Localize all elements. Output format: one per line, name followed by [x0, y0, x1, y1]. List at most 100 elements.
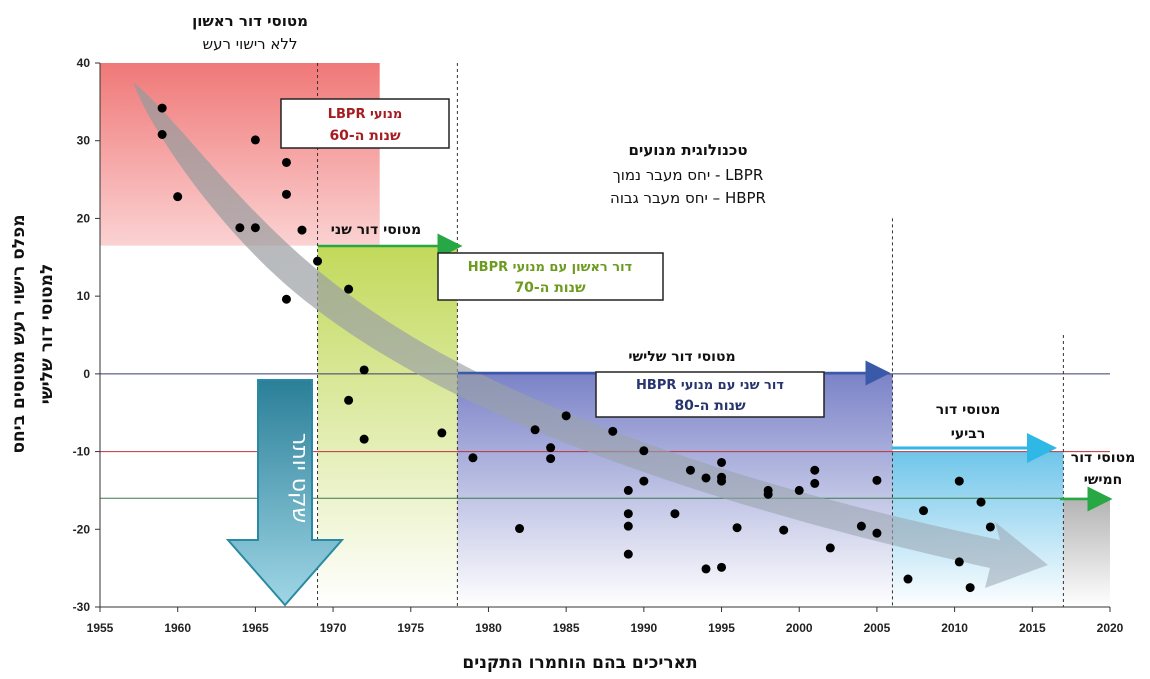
gen4-line1: מטוסי דור — [936, 402, 1000, 418]
tech-line1: LBPR - יחס מעבר נמוך — [613, 166, 764, 184]
data-point — [810, 465, 820, 475]
box3-line2: שנות ה-80 — [674, 398, 746, 414]
gen3-label: מטוסי דור שלישי — [628, 349, 735, 365]
data-point — [359, 434, 369, 444]
x-tick-label: 2000 — [786, 621, 813, 635]
x-tick-label: 2020 — [1097, 621, 1124, 635]
data-point — [530, 425, 540, 435]
data-point — [639, 446, 649, 456]
data-point — [437, 428, 447, 438]
x-tick-label: 1995 — [708, 621, 735, 635]
data-point — [965, 583, 975, 593]
y-axis-label-line1: מפלס רישוי רעש מטוסים ביחס — [9, 214, 29, 453]
quieter-label: שקט יותר — [287, 433, 312, 523]
trend-arrow — [133, 82, 1048, 588]
y-tick-label: 20 — [77, 211, 91, 225]
data-point — [281, 189, 291, 199]
box-lbpr-60s: מנועי LBPR שנות ה-60 — [280, 98, 450, 149]
data-point — [297, 225, 307, 235]
data-point — [670, 509, 680, 519]
data-point — [281, 294, 291, 304]
data-point — [623, 509, 633, 519]
data-point — [344, 284, 354, 294]
gen1-subtitle: ללא רישוי רעש — [203, 35, 298, 53]
data-point — [157, 103, 167, 113]
data-point — [235, 223, 245, 233]
data-point — [250, 135, 260, 145]
data-point — [732, 523, 742, 533]
y-tick-label: -30 — [73, 600, 91, 614]
data-point — [717, 457, 727, 467]
x-tick-label: 1955 — [87, 621, 114, 635]
box2-line2: שנות ה-70 — [514, 280, 586, 296]
y-axis-label-line2: למטוסי דור שלישי — [37, 264, 57, 405]
data-point — [468, 453, 478, 463]
x-tick-label: 1970 — [320, 621, 347, 635]
quieter-arrow: שקט יותר — [225, 379, 345, 607]
data-point — [281, 157, 291, 167]
box-hbpr-70s: דור ראשון עם מנועי HBPR שנות ה-70 — [437, 252, 664, 301]
data-point — [344, 395, 354, 405]
data-point — [685, 465, 695, 475]
data-point — [546, 443, 556, 453]
y-tick-label: -20 — [73, 522, 91, 536]
box-hbpr-80s: דור שני עם מנועי HBPR שנות ה-80 — [595, 371, 825, 418]
data-point — [701, 473, 711, 483]
data-point — [546, 454, 556, 464]
y-tick-label: 0 — [83, 367, 90, 381]
data-point — [623, 549, 633, 559]
box2-line1: דור ראשון עם מנועי HBPR — [468, 260, 633, 275]
data-point — [701, 564, 711, 574]
x-tick-label: 2010 — [941, 621, 968, 635]
data-point — [985, 522, 995, 532]
x-tick-label: 1990 — [630, 621, 657, 635]
data-point — [779, 525, 789, 535]
x-tick-label: 1965 — [242, 621, 269, 635]
y-tick-label: 40 — [77, 56, 91, 70]
gen5-line2: חמישי — [1084, 472, 1123, 488]
x-tick-label: 2005 — [864, 621, 891, 635]
data-point — [623, 521, 633, 531]
data-point — [872, 528, 882, 538]
x-tick-label: 1980 — [475, 621, 502, 635]
x-tick-label: 1960 — [164, 621, 191, 635]
data-point — [313, 256, 323, 266]
data-point — [250, 223, 260, 233]
data-point — [717, 562, 727, 572]
data-point — [173, 192, 183, 202]
tech-title: טכנולוגית מנועים — [628, 141, 747, 159]
region-gen5 — [1063, 498, 1110, 607]
data-point — [608, 426, 618, 436]
data-point — [763, 489, 773, 499]
y-tick-label: 30 — [77, 134, 91, 148]
data-point — [359, 365, 369, 375]
data-point — [954, 557, 964, 567]
y-tick-label: 10 — [77, 289, 91, 303]
box1-line2: שנות ה-60 — [329, 128, 401, 144]
data-points — [157, 103, 995, 593]
generation-regions — [100, 63, 1110, 607]
data-point — [903, 574, 913, 584]
data-point — [717, 476, 727, 486]
x-tick-label: 1975 — [397, 621, 424, 635]
data-point — [919, 506, 929, 516]
gen2-label: מטוסי דור שני — [331, 222, 421, 238]
data-point — [954, 476, 964, 486]
axes: 1955 1960 1965 1970 1975 1980 1985 1990 1995 2000… — [73, 56, 1124, 635]
data-point — [810, 478, 820, 488]
data-point — [794, 485, 804, 495]
x-tick-label: 1985 — [553, 621, 580, 635]
data-point — [639, 476, 649, 486]
box1-line1: מנועי LBPR — [328, 107, 403, 122]
data-point — [856, 521, 866, 531]
data-point — [561, 411, 571, 421]
data-point — [623, 485, 633, 495]
data-point — [515, 524, 525, 534]
x-axis-label: תאריכים בהם הוחמרו התקנים — [462, 653, 697, 673]
x-tick-label: 2015 — [1019, 621, 1046, 635]
data-point — [825, 543, 835, 553]
y-tick-label: -10 — [73, 445, 91, 459]
box3-line1: דור שני עם מנועי HBPR — [636, 378, 784, 393]
data-point — [157, 129, 167, 139]
